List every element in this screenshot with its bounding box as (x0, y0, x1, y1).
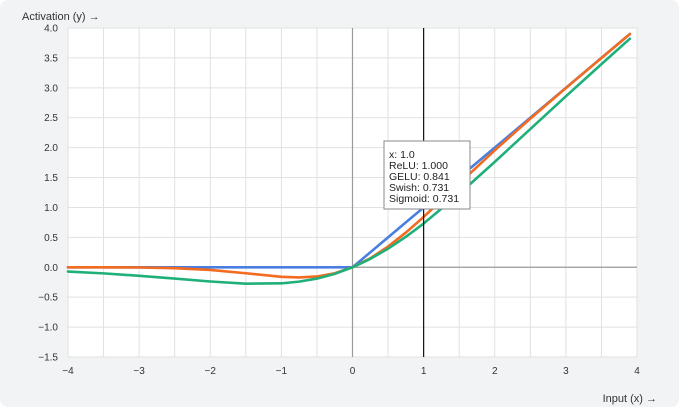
y-tick-label: 3.5 (44, 53, 58, 64)
x-tick-label: −4 (62, 366, 74, 377)
tooltip-line-sigmoid: Sigmoid: 0.731 (389, 193, 459, 205)
tooltip-box (383, 140, 471, 210)
y-axis-title: Activation (y) → (22, 11, 100, 23)
y-tick-label: −0.5 (38, 293, 58, 304)
x-tick-labels: −4 −3 −2 −1 0 1 2 3 4 (62, 366, 640, 377)
x-tick-label: 4 (634, 366, 640, 377)
tooltip-line-gelu: GELU: 0.841 (389, 171, 450, 183)
y-tick-label: 1.0 (44, 203, 58, 214)
tooltip-line-x: x: 1.0 (389, 149, 415, 161)
y-tick-label: 0.0 (44, 263, 58, 274)
y-tick-label: 2.5 (44, 113, 58, 124)
tooltip-line-swish: Swish: 0.731 (389, 182, 449, 194)
x-tick-label: −3 (133, 366, 145, 377)
y-tick-label: 4.0 (44, 24, 58, 35)
y-tick-label: 0.5 (44, 233, 58, 244)
x-axis-title: Input (x) → (603, 393, 657, 405)
series-lines (66, 32, 632, 285)
y-tick-labels: 4.0 3.5 3.0 2.5 2.0 1.5 1.0 0.5 0.0 −0.5 −1.0 −1.5 (38, 24, 58, 364)
x-tick-label: 0 (350, 366, 356, 377)
y-tick-label: −1.0 (38, 323, 58, 334)
x-tick-label: −1 (276, 366, 288, 377)
tooltip: x: 1.0 ReLU: 1.000 GELU: 0.841 Swish: 0.… (383, 140, 471, 210)
y-tick-label: −1.5 (38, 353, 58, 364)
y-tick-label: 3.0 (44, 83, 58, 94)
series-line-swish (66, 37, 632, 285)
tooltip-line-relu: ReLU: 1.000 (389, 160, 448, 172)
x-tick-label: 3 (563, 366, 569, 377)
x-tick-label: 1 (421, 366, 427, 377)
y-tick-label: 2.0 (44, 143, 58, 154)
x-tick-label: −2 (205, 366, 217, 377)
x-tick-label: 2 (492, 366, 498, 377)
y-tick-label: 1.5 (44, 173, 58, 184)
